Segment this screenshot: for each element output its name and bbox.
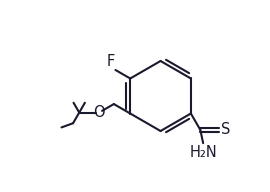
Text: O: O xyxy=(93,105,105,120)
Text: F: F xyxy=(106,54,114,69)
Text: H₂N: H₂N xyxy=(189,145,217,160)
Text: S: S xyxy=(221,122,230,137)
